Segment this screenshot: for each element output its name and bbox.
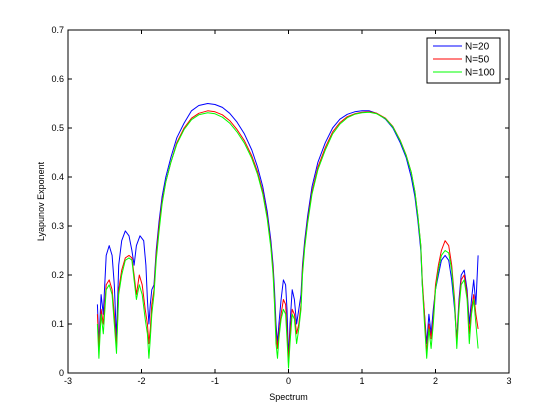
y-tick-label: 0.1 (51, 319, 64, 329)
x-axis-ticks: -3 -2 -1 0 1 2 3 (64, 30, 512, 386)
x-tick-label: -1 (211, 376, 219, 386)
x-axis-label: Spectrum (269, 392, 308, 402)
legend-label: N=50 (465, 55, 490, 66)
plot-area (68, 30, 509, 373)
y-axis-ticks: 0 0.1 0.2 0.3 0.4 0.5 0.6 0.7 (51, 25, 509, 378)
y-tick-label: 0 (59, 368, 64, 378)
legend: N=20 N=50 N=100 (426, 37, 501, 84)
x-tick-label: -2 (137, 376, 145, 386)
x-tick-label: -3 (64, 376, 72, 386)
y-tick-label: 0.4 (51, 172, 64, 182)
x-tick-label: 3 (506, 376, 511, 386)
y-tick-label: 0.7 (51, 25, 64, 35)
series-line-n-100 (96, 111, 479, 369)
y-tick-label: 0.3 (51, 221, 64, 231)
x-tick-label: 1 (359, 376, 364, 386)
series-layer (96, 103, 479, 369)
y-axis-label: Lyapunov Exponent (36, 161, 46, 241)
legend-entries: N=20 N=50 N=100 (433, 42, 495, 79)
y-tick-label: 0.5 (51, 123, 64, 133)
legend-label: N=20 (465, 42, 490, 53)
x-tick-label: 2 (433, 376, 438, 386)
x-tick-label: 0 (286, 376, 291, 386)
y-tick-label: 0.6 (51, 74, 64, 84)
y-tick-label: 0.2 (51, 270, 64, 280)
series-line-n-20 (96, 103, 479, 359)
legend-label: N=100 (465, 68, 495, 79)
legend-box (426, 37, 501, 84)
